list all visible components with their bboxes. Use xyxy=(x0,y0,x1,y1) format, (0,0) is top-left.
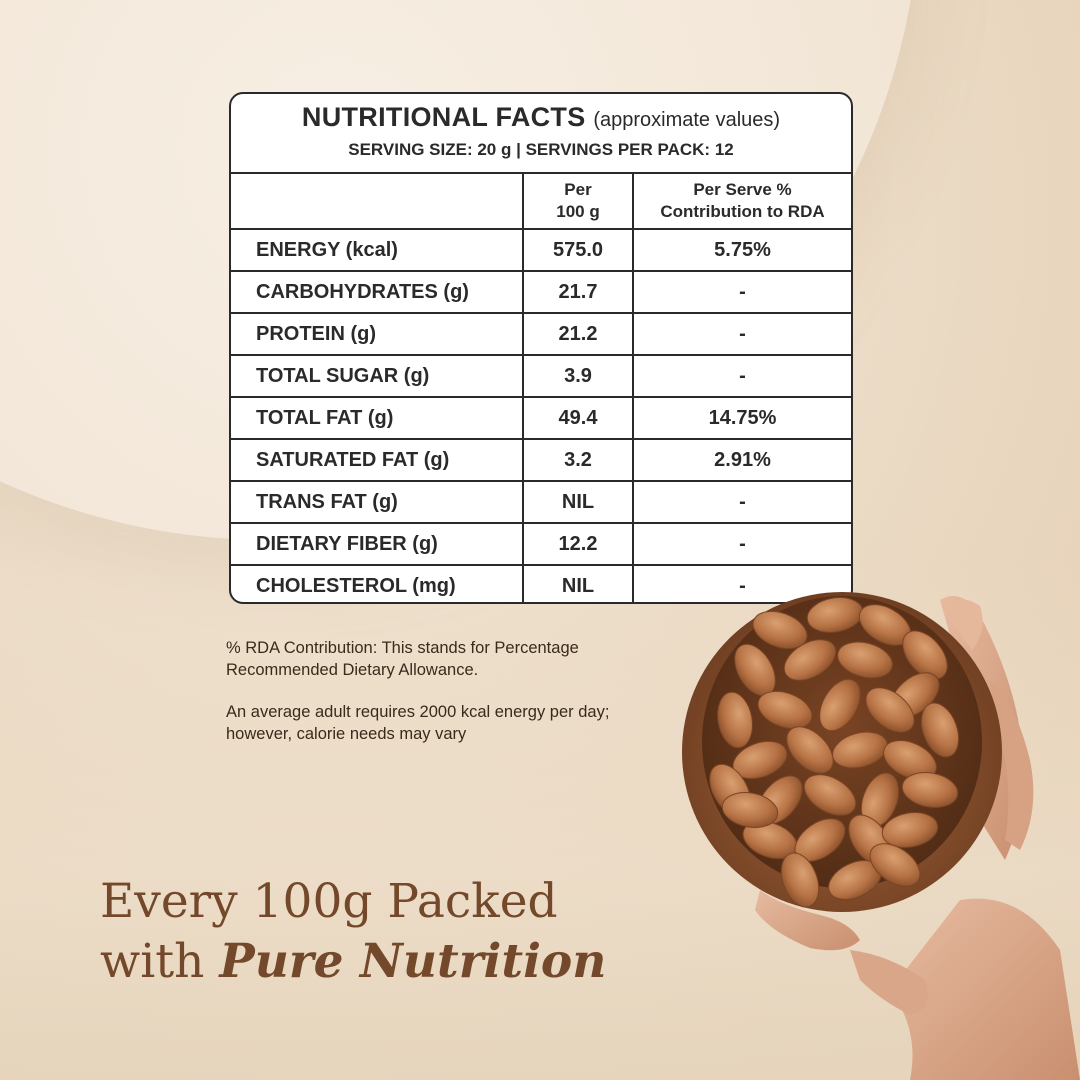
per-100g-value: 3.9 xyxy=(523,355,634,398)
nutrient-name: ENERGY (kcal) xyxy=(231,229,524,272)
nutrient-name: PROTEIN (g) xyxy=(231,313,524,356)
table-row: TRANS FAT (g) NIL - xyxy=(231,481,851,524)
per-100g-value: 21.2 xyxy=(523,313,634,356)
almond xyxy=(901,772,959,808)
rda-value: - xyxy=(633,355,851,398)
header-nutrient-cell xyxy=(231,174,524,230)
almond xyxy=(752,610,808,650)
per-100g-value: 12.2 xyxy=(523,523,634,566)
header-per-100g-line1: Per xyxy=(564,180,592,199)
headline-line1: Every 100g Packed xyxy=(100,874,558,929)
per-100g-value: NIL xyxy=(523,481,634,524)
nutrient-name: TOTAL FAT (g) xyxy=(231,397,524,440)
almond xyxy=(721,792,779,828)
almond xyxy=(881,812,939,848)
table-row: TOTAL SUGAR (g) 3.9- xyxy=(231,355,851,398)
headline: Every 100g Packed with Pure Nutrition xyxy=(100,872,606,992)
nutrition-facts-title-line: NUTRITIONAL FACTS (approximate values) xyxy=(231,102,851,133)
per-100g-value: 575.0 xyxy=(523,229,634,272)
rda-value: - xyxy=(633,481,851,524)
table-row: ENERGY (kcal) 575.0 5.75% xyxy=(231,229,851,272)
nutrition-facts-header: NUTRITIONAL FACTS (approximate values) S… xyxy=(231,94,851,174)
table-row: CARBOHYDRATES (g) 21.7- xyxy=(231,271,851,314)
rda-value: 5.75% xyxy=(633,229,851,272)
per-100g-value: 49.4 xyxy=(523,397,634,440)
nutrient-name: CARBOHYDRATES (g) xyxy=(231,271,524,314)
almond xyxy=(786,726,834,774)
nutrient-name: TOTAL SUGAR (g) xyxy=(231,355,524,398)
almond xyxy=(803,774,857,816)
header-per-100g-line2: 100 g xyxy=(556,202,600,221)
nutrient-name: DIETARY FIBER (g) xyxy=(231,523,524,566)
header-rda-line2: Contribution to RDA xyxy=(660,202,825,221)
table-row: SATURATED FAT (g) 3.2 2.91% xyxy=(231,439,851,482)
table-row: DIETARY FIBER (g) 12.2- xyxy=(231,523,851,566)
almond xyxy=(832,731,888,769)
nutrition-table: Per 100 g Per Serve % Contribution to RD… xyxy=(231,174,851,602)
almond xyxy=(837,641,893,679)
nutrition-facts-title: NUTRITIONAL FACTS xyxy=(301,102,586,132)
almonds-group xyxy=(709,597,960,908)
nutrient-name: TRANS FAT (g) xyxy=(231,481,524,524)
almond xyxy=(780,852,820,908)
almond-bowl-photo xyxy=(682,592,1080,1080)
table-row: TOTAL FAT (g) 49.4 14.75% xyxy=(231,397,851,440)
almond xyxy=(717,691,753,749)
serving-info: SERVING SIZE: 20 g | SERVINGS PER PACK: … xyxy=(348,140,734,159)
table-row: PROTEIN (g) 21.2- xyxy=(231,313,851,356)
header-rda-line1: Per Serve % xyxy=(693,180,792,199)
rda-note: % RDA Contribution: This stands for Perc… xyxy=(226,639,579,679)
header-rda: Per Serve % Contribution to RDA xyxy=(633,174,851,230)
per-100g-value: NIL xyxy=(523,565,634,602)
rda-value: - xyxy=(633,523,851,566)
almond xyxy=(902,630,948,680)
table-header-row: Per 100 g Per Serve % Contribution to RD… xyxy=(231,174,851,230)
per-100g-value: 21.7 xyxy=(523,271,634,314)
rda-value: - xyxy=(739,574,746,597)
headline-line2: with Pure Nutrition xyxy=(100,932,606,992)
header-per-100g: Per 100 g xyxy=(523,174,634,230)
headline-emphasis: Pure Nutrition xyxy=(219,934,607,989)
energy-note: An average adult requires 2000 kcal ener… xyxy=(226,703,610,743)
almond xyxy=(783,639,837,681)
nutrient-name: CHOLESTEROL (mg) xyxy=(231,565,524,602)
rda-value: 2.91% xyxy=(633,439,851,482)
rda-value: - xyxy=(633,313,851,356)
almond xyxy=(819,678,861,732)
nutrition-facts-panel: NUTRITIONAL FACTS (approximate values) S… xyxy=(229,92,853,604)
headline-prefix: with xyxy=(100,934,220,989)
per-100g-value: 3.2 xyxy=(523,439,634,482)
table-row: CHOLESTEROL (mg) NIL - xyxy=(231,565,851,602)
nutrition-facts-title-note: (approximate values) xyxy=(593,109,781,131)
rda-value: 14.75% xyxy=(633,397,851,440)
almond xyxy=(865,687,915,733)
almond xyxy=(883,740,937,780)
almond xyxy=(920,702,960,758)
rda-value: - xyxy=(633,271,851,314)
nutrient-name: SATURATED FAT (g) xyxy=(231,439,524,482)
almond xyxy=(757,690,813,730)
almond xyxy=(869,843,921,887)
